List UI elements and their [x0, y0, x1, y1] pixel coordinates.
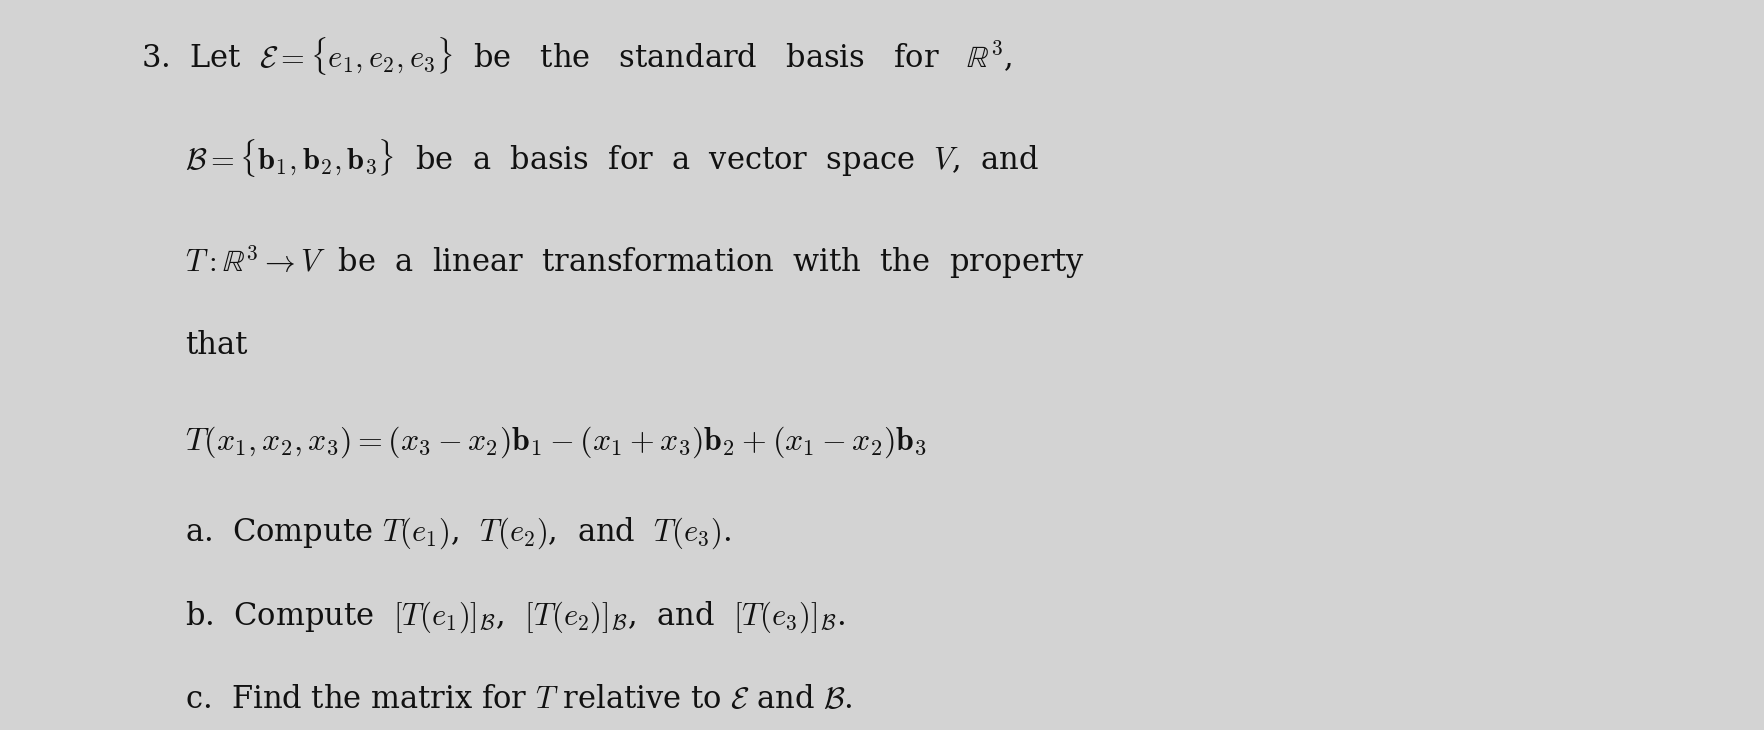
Text: $T(x_1, x_2, x_3) = (x_3 - x_2)\mathbf{b}_1 - (x_1 + x_3)\mathbf{b}_2 + (x_1 - x: $T(x_1, x_2, x_3) = (x_3 - x_2)\mathbf{b… — [185, 424, 928, 460]
Text: $T: \mathbb{R}^3 \rightarrow V$  be  a  linear  transformation  with  the  prope: $T: \mathbb{R}^3 \rightarrow V$ be a lin… — [185, 243, 1085, 281]
Text: b.  Compute  $[T(e_1)]_\mathcal{B}$,  $[T(e_2)]_\mathcal{B}$,  and  $[T(e_3)]_\m: b. Compute $[T(e_1)]_\mathcal{B}$, $[T(e… — [185, 599, 845, 635]
Text: that: that — [185, 331, 247, 361]
Text: $\mathcal{B} = \{\mathbf{b}_1, \mathbf{b}_2, \mathbf{b}_3\}$  be  a  basis  for : $\mathcal{B} = \{\mathbf{b}_1, \mathbf{b… — [185, 137, 1039, 179]
Text: 3.  Let  $\mathcal{E} = \{e_1, e_2, e_3\}$  be   the   standard   basis   for   : 3. Let $\mathcal{E} = \{e_1, e_2, e_3\}$… — [141, 34, 1013, 77]
Text: c.  Find the matrix for $T$ relative to $\mathcal{E}$ and $\mathcal{B}$.: c. Find the matrix for $T$ relative to $… — [185, 685, 852, 715]
Text: a.  Compute $T(e_1)$,  $T(e_2)$,  and  $T(e_3)$.: a. Compute $T(e_1)$, $T(e_2)$, and $T(e_… — [185, 515, 732, 551]
